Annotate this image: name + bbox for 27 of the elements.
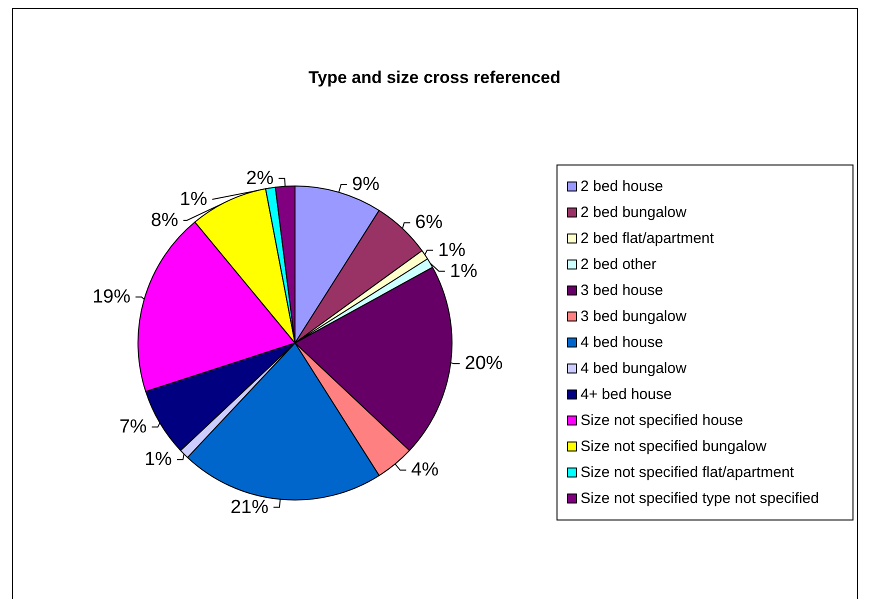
legend-label: Size not specified type not specified	[580, 490, 819, 507]
data-label: 1%	[144, 449, 172, 470]
legend-label: 4 bed house	[580, 334, 664, 351]
legend-label: 2 bed flat/apartment	[580, 230, 715, 247]
legend-label: 3 bed house	[580, 282, 664, 299]
legend-label: 3 bed bungalow	[580, 308, 687, 325]
legend-label: Size not specified flat/apartment	[580, 464, 795, 481]
data-label: 4%	[411, 460, 439, 481]
legend-label: Size not specified house	[580, 412, 744, 429]
data-label: 9%	[352, 174, 380, 196]
data-label: 2%	[246, 168, 274, 189]
legend-label: 2 bed house	[580, 178, 664, 195]
chart-title: Type and size cross referenced	[308, 68, 560, 87]
data-label: 1%	[438, 240, 466, 261]
data-label: 6%	[415, 212, 443, 234]
data-label: 21%	[230, 496, 269, 518]
legend-label: 2 bed other	[580, 256, 656, 273]
data-label: 1%	[450, 260, 478, 282]
data-label: 19%	[92, 286, 131, 308]
legend-label: 2 bed bungalow	[580, 204, 687, 221]
data-label: 8%	[150, 210, 178, 231]
data-label: 20%	[464, 353, 503, 374]
data-label: 7%	[119, 416, 147, 438]
legend-label: Size not specified bungalow	[580, 438, 767, 455]
data-label: 1%	[180, 188, 208, 210]
legend-label: 4+ bed house	[580, 386, 672, 403]
legend-label: 4 bed bungalow	[580, 360, 687, 377]
